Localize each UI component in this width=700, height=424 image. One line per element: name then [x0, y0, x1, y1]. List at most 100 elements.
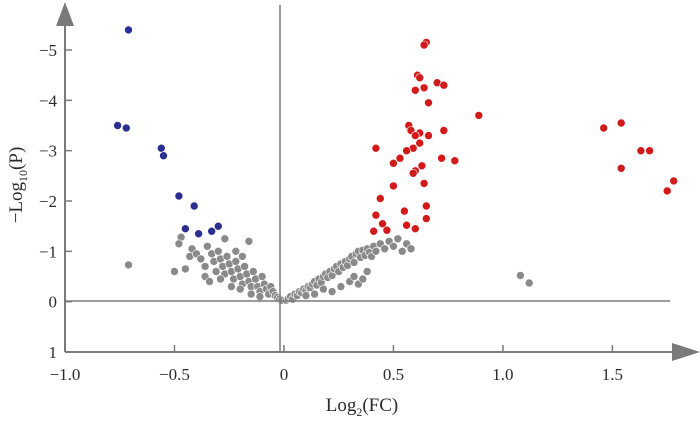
point-down-8	[194, 229, 203, 238]
point-up-43	[645, 146, 654, 155]
point-up-37	[382, 225, 392, 235]
point-ns-110	[336, 282, 346, 291]
point-ns-34	[257, 272, 267, 281]
point-up-19	[371, 143, 381, 153]
x-tick-label: −1.0	[50, 365, 81, 384]
point-up-34	[378, 219, 387, 228]
point-up-35	[402, 220, 411, 230]
point-up-31	[400, 206, 409, 216]
point-down-2	[122, 123, 131, 133]
axes	[56, 2, 700, 361]
point-down-3	[157, 143, 166, 153]
point-up-3	[415, 73, 425, 82]
y-axis-arrow	[56, 2, 74, 26]
point-up-20	[395, 153, 405, 163]
point-up-36	[410, 224, 420, 233]
ticks: −1.0 −0.5 0 0.5 1.0 1.5 −5 −4 −3 −2 −1 0 1	[39, 41, 623, 384]
points-layer	[113, 25, 679, 305]
point-ns-101	[393, 234, 403, 244]
point-up-10	[474, 111, 484, 120]
point-ns-18	[222, 252, 232, 261]
y-axis-title: −Log10(P)	[6, 147, 30, 224]
point-ns-49	[205, 277, 214, 286]
point-ns-86	[349, 258, 359, 267]
point-down-9	[207, 226, 216, 236]
y-tick-label: −1	[39, 242, 57, 261]
point-ns-115	[516, 271, 525, 280]
point-up-32	[371, 210, 381, 220]
point-ns-54	[255, 292, 265, 301]
point-up-44	[669, 176, 679, 186]
point-up-30	[421, 201, 431, 211]
point-up-29	[375, 194, 385, 203]
point-ns-96	[371, 247, 381, 256]
point-up-15	[439, 126, 449, 135]
point-ns-98	[380, 244, 390, 254]
point-ns-13	[211, 267, 221, 276]
point-ns-44	[244, 237, 254, 246]
point-ns-2	[174, 239, 184, 249]
x-axis-title: Log2(FC)	[326, 395, 399, 419]
point-up-27	[419, 179, 429, 188]
point-up-23	[389, 159, 398, 168]
point-ns-3	[170, 267, 179, 276]
point-up-16	[415, 138, 425, 148]
point-ns-111	[327, 287, 337, 296]
x-tick-label: 0	[280, 365, 289, 384]
point-up-7	[410, 86, 420, 95]
y-tick-label: 0	[49, 293, 58, 312]
x-tick-label: 1.5	[602, 365, 623, 384]
y-tick-label: −2	[39, 192, 57, 211]
point-ns-10	[203, 242, 212, 251]
point-ns-104	[406, 244, 416, 254]
point-up-8	[424, 98, 433, 108]
point-ns-14	[214, 247, 223, 256]
point-ns-0	[124, 260, 133, 270]
x-tick-label: −0.5	[159, 365, 190, 384]
point-up-45	[662, 186, 672, 196]
y-tick-label: 1	[49, 343, 58, 362]
point-up-38	[369, 226, 379, 236]
point-ns-47	[238, 252, 247, 261]
point-up-21	[437, 153, 446, 163]
y-tick-label: −5	[39, 41, 57, 60]
x-tick-label: 0.5	[383, 365, 404, 384]
point-up-39	[599, 123, 609, 133]
point-ns-8	[196, 254, 206, 264]
point-up-18	[402, 146, 411, 155]
point-up-26	[408, 169, 418, 178]
point-down-6	[189, 201, 199, 211]
point-ns-108	[358, 274, 368, 284]
point-ns-30	[249, 267, 258, 276]
point-ns-50	[216, 274, 225, 284]
point-ns-114	[301, 291, 311, 300]
point-ns-109	[362, 267, 372, 276]
x-tick-label: 1.0	[492, 365, 513, 384]
point-down-4	[159, 151, 168, 160]
point-ns-45	[220, 234, 230, 244]
point-ns-22	[231, 257, 241, 266]
point-up-13	[424, 131, 433, 140]
point-ns-51	[227, 282, 236, 291]
point-ns-4	[181, 264, 190, 274]
point-down-10	[214, 221, 223, 231]
point-up-41	[616, 164, 626, 173]
point-up-28	[389, 181, 398, 191]
point-up-14	[410, 131, 420, 140]
point-ns-113	[310, 289, 319, 299]
point-ns-46	[231, 247, 241, 256]
point-up-5	[439, 80, 449, 90]
point-ns-112	[319, 284, 328, 294]
point-up-33	[421, 214, 431, 223]
point-up-40	[616, 118, 626, 128]
point-ns-102	[397, 247, 407, 256]
point-down-1	[113, 121, 122, 130]
point-ns-26	[240, 262, 249, 271]
point-up-1	[419, 40, 429, 50]
point-ns-9	[200, 262, 210, 271]
point-ns-116	[524, 278, 534, 288]
x-axis-arrow	[672, 343, 700, 361]
point-ns-106	[349, 272, 359, 281]
point-up-22	[450, 156, 460, 165]
